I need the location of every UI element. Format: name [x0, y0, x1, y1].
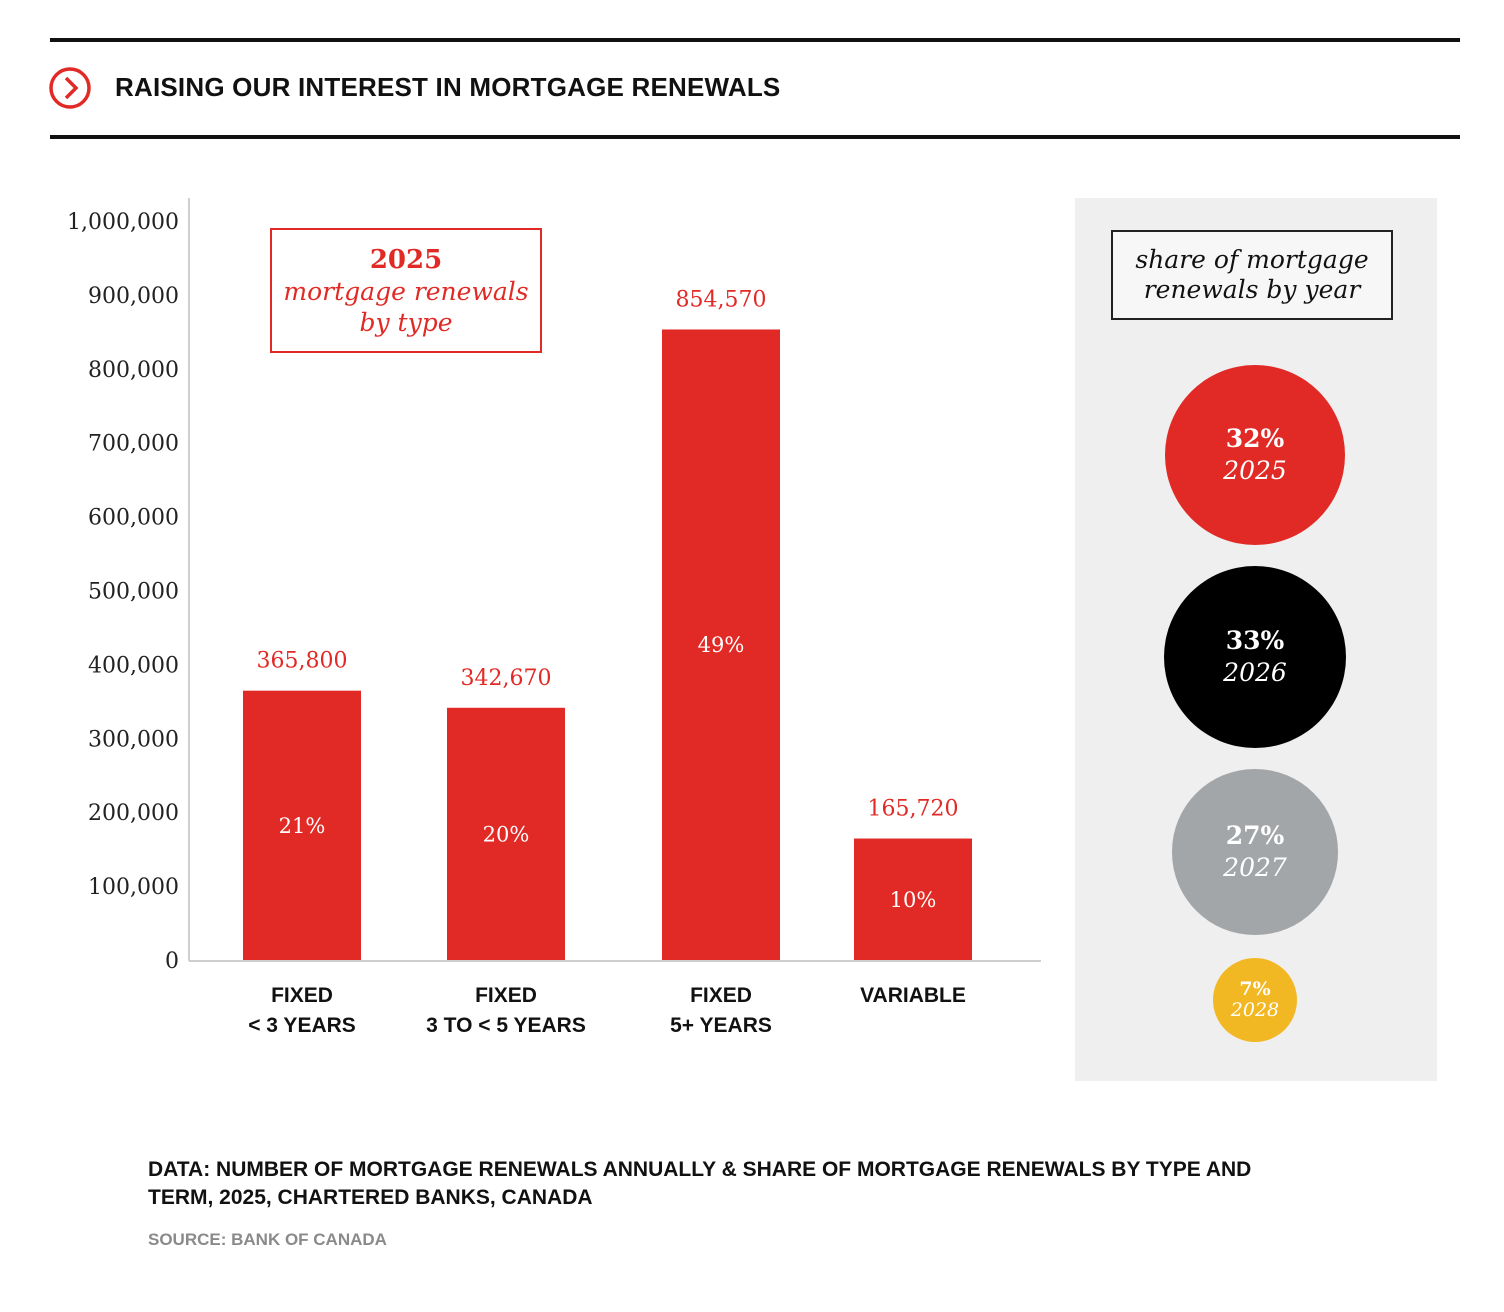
bar-share-label: 10% — [890, 888, 937, 912]
share-percent: 32% — [1225, 423, 1285, 453]
share-panel-title: share of mortgage renewals by year — [1111, 230, 1393, 320]
share-circle-2027: 27% 2027 — [1172, 769, 1338, 935]
footnote-line-1: DATA: NUMBER OF MORTGAGE RENEWALS ANNUAL… — [148, 1158, 1252, 1181]
bar-value-label: 365,800 — [257, 649, 348, 674]
y-tick-label: 0 — [165, 949, 179, 974]
y-tick-label: 500,000 — [88, 580, 179, 605]
share-labels: 21% 20% 49% 10% — [279, 633, 937, 912]
y-tick-label: 1,000,000 — [67, 210, 179, 235]
bar-value-label: 854,570 — [676, 287, 767, 312]
top-rule — [50, 38, 1460, 42]
y-tick-label: 100,000 — [88, 875, 179, 900]
bar — [243, 690, 361, 961]
x-category-label: FIXED 3 TO < 5 YEARS — [426, 984, 586, 1037]
annotation-year: 2025 — [369, 244, 443, 275]
y-tick-label: 200,000 — [88, 801, 179, 826]
chevron-right-circle-icon — [49, 67, 91, 109]
share-circle-2028: 7% 2028 — [1212, 957, 1298, 1043]
share-percent: 7% — [1239, 977, 1271, 1000]
value-labels: 365,800 342,670 854,570 165,720 — [257, 287, 959, 821]
share-year: 2028 — [1230, 998, 1280, 1021]
share-title-line-2: renewals by year — [1143, 275, 1361, 304]
y-tick-label: 900,000 — [88, 284, 179, 309]
share-circle-2026: 33% 2026 — [1163, 565, 1347, 749]
bar-share-label: 49% — [698, 633, 745, 657]
y-tick-label: 800,000 — [88, 358, 179, 383]
bar-share-label: 21% — [279, 814, 326, 838]
bar-value-label: 342,670 — [461, 666, 552, 691]
bar-share-label: 20% — [483, 822, 530, 846]
footnote-line-2: TERM, 2025, CHARTERED BANKS, CANADA — [148, 1186, 593, 1209]
chart-annotation-box: 2025 mortgage renewals by type — [270, 228, 542, 353]
x-category-label: FIXED 5+ YEARS — [670, 984, 772, 1037]
y-axis-ticks: 0 100,000 200,000 300,000 400,000 500,000 600,… — [67, 210, 179, 974]
source-note: SOURCE: BANK OF CANADA — [148, 1230, 387, 1249]
y-tick-label: 300,000 — [88, 727, 179, 752]
y-tick-label: 600,000 — [88, 506, 179, 531]
page-title: RAISING OUR INTEREST IN MORTGAGE RENEWAL… — [115, 72, 781, 102]
share-title-line-1: share of mortgage — [1135, 245, 1369, 274]
share-circle-2025: 32% 2025 — [1165, 365, 1345, 545]
annotation-line-2: by type — [359, 307, 453, 337]
bar-value-label: 165,720 — [868, 797, 959, 822]
annotation-line-1: mortgage renewals — [283, 276, 529, 306]
header-bottom-rule — [50, 135, 1460, 139]
share-percent: 27% — [1225, 820, 1285, 850]
bar-chart: 0 100,000 200,000 300,000 400,000 500,000 600,… — [67, 198, 1041, 974]
share-year: 2027 — [1223, 852, 1287, 882]
bars — [243, 329, 972, 961]
share-year: 2026 — [1223, 657, 1287, 687]
data-footnote: DATA: NUMBER OF MORTGAGE RENEWALS ANNUAL… — [148, 1156, 1348, 1212]
share-year: 2025 — [1223, 455, 1287, 485]
bar — [447, 707, 565, 961]
share-percent: 33% — [1225, 625, 1285, 655]
x-category-label: FIXED < 3 YEARS — [248, 984, 356, 1037]
x-category-label: VARIABLE — [860, 984, 966, 1007]
bar — [662, 329, 780, 961]
bar — [854, 838, 972, 961]
y-tick-label: 400,000 — [88, 653, 179, 678]
y-tick-label: 700,000 — [88, 432, 179, 457]
